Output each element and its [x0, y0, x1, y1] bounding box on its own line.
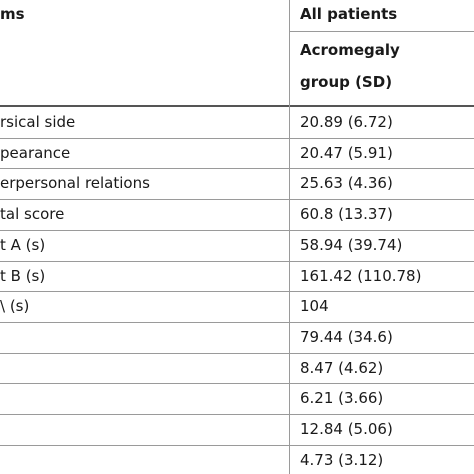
row-rule	[0, 383, 474, 385]
cell-value: 6.21 (3.66)	[300, 389, 384, 408]
row-rule	[0, 352, 474, 354]
cell-value: 20.47 (5.91)	[300, 143, 393, 162]
row-label: t A (s)	[0, 235, 46, 254]
row-rule	[0, 137, 474, 139]
row-label: \ (s)	[0, 297, 30, 316]
row-label: tal score	[0, 205, 65, 224]
cell-value: 104	[300, 297, 329, 316]
cell-value: 25.63 (4.36)	[300, 174, 393, 193]
header-subgroup: Acromegaly	[300, 41, 400, 59]
row-rule	[0, 444, 474, 446]
rule	[0, 105, 474, 107]
cell-value: 4.73 (3.12)	[300, 450, 384, 469]
cell-value: 20.89 (6.72)	[300, 113, 393, 131]
header-subgroup: group (SD)	[300, 73, 393, 91]
cell-value: 8.47 (4.62)	[300, 358, 384, 377]
cell-value: 12.84 (5.06)	[300, 420, 393, 438]
row-label: erpersonal relations	[0, 174, 150, 193]
row-rule	[0, 414, 474, 415]
row-label: rsical side	[0, 113, 76, 131]
header-group: All patients	[300, 5, 398, 23]
row-rule	[0, 229, 474, 231]
cell-value: 79.44 (34.6)	[300, 327, 393, 346]
row-rule	[0, 260, 474, 262]
row-rule	[0, 199, 474, 201]
row-rule	[0, 168, 474, 170]
row-rule	[0, 321, 474, 323]
rule	[289, 31, 474, 32]
row-label: pearance	[0, 143, 71, 162]
column-rule	[289, 0, 290, 474]
cell-value: 60.8 (13.37)	[300, 205, 393, 224]
row-rule	[0, 291, 474, 293]
row-label: t B (s)	[0, 266, 46, 285]
cell-value: 161.42 (110.78)	[300, 266, 422, 285]
cell-value: 58.94 (39.74)	[300, 235, 403, 254]
header-left: ms	[0, 5, 25, 23]
